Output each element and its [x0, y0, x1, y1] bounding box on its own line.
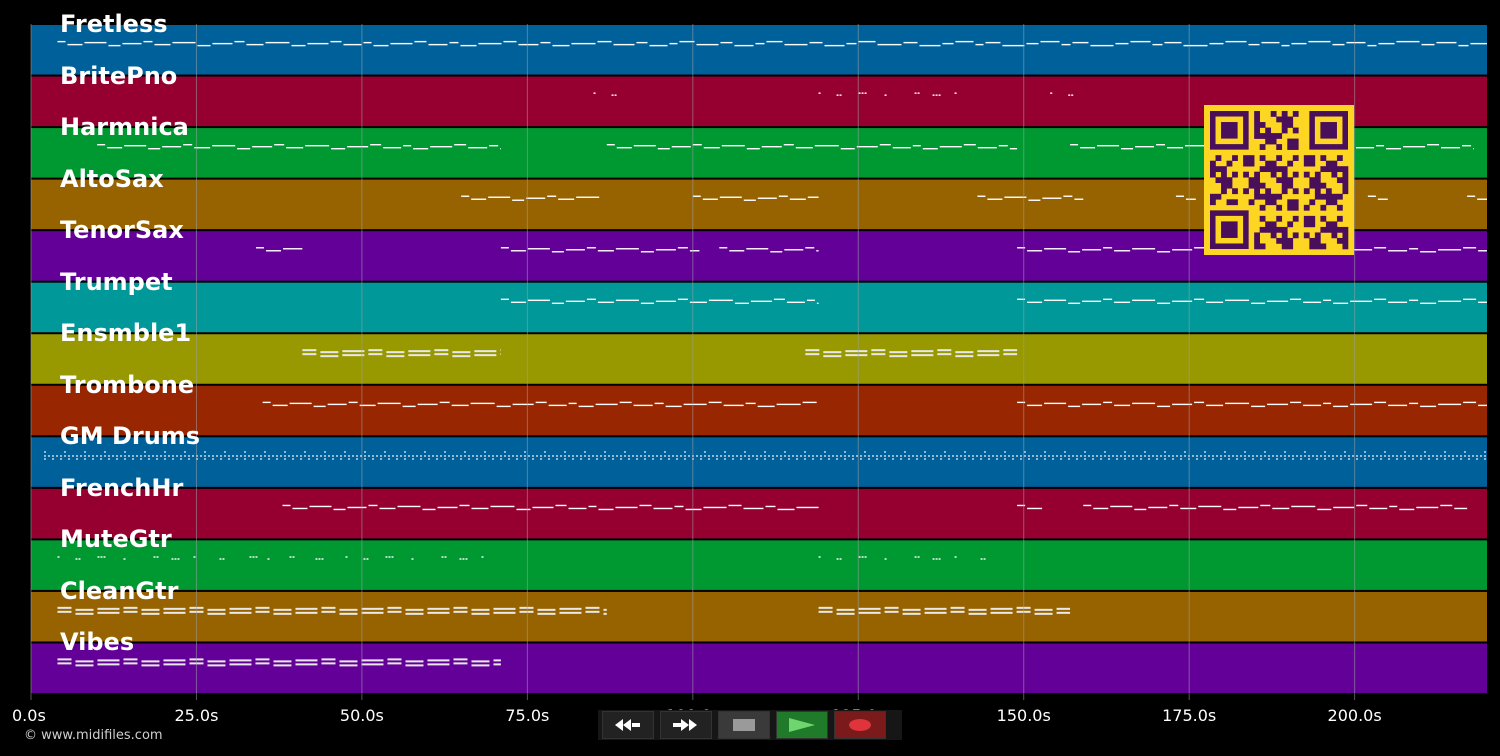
note-group-altosax-5 — [1367, 195, 1388, 200]
note-group-ensmble1-0 — [302, 349, 501, 358]
track-band-fretless[interactable] — [31, 25, 1487, 75]
track-band-frenchhr[interactable] — [31, 488, 1487, 539]
note-group-vibes-0 — [57, 658, 501, 667]
note-group-altosax-1 — [692, 195, 819, 201]
note-group-mutegtr-0 — [57, 556, 484, 560]
stop-button[interactable] — [718, 711, 770, 739]
play-button[interactable] — [776, 711, 828, 739]
note-group-trumpet-0 — [500, 298, 819, 305]
track-band-cleangtr[interactable] — [31, 591, 1487, 642]
rewind-icon — [615, 719, 640, 731]
note-group-gm-drums-0 — [44, 451, 1486, 460]
fast-forward-button[interactable] — [660, 711, 712, 739]
note-group-ensmble1-1 — [805, 349, 1018, 358]
note-group-frenchhr-1 — [1017, 504, 1043, 510]
stop-icon — [733, 719, 755, 731]
note-group-britepno-0 — [593, 92, 617, 96]
note-group-trombone-1 — [1017, 401, 1487, 408]
note-group-cleangtr-0 — [57, 606, 607, 615]
qr-code[interactable] — [1204, 105, 1354, 255]
track-band-trumpet[interactable] — [31, 282, 1487, 333]
note-group-trumpet-1 — [1017, 298, 1487, 305]
record-icon — [849, 719, 871, 731]
note-group-frenchhr-0 — [282, 504, 819, 511]
qr-code-image — [1204, 105, 1354, 255]
track-band-mutegtr[interactable] — [31, 540, 1487, 590]
track-band-vibes[interactable] — [31, 643, 1487, 693]
note-group-tenorsax-1 — [500, 247, 700, 253]
rewind-button[interactable] — [602, 711, 654, 739]
note-group-harmnica-1 — [606, 144, 1018, 150]
play-icon — [789, 718, 815, 732]
note-group-harmnica-0 — [97, 144, 501, 150]
note-group-tenorsax-0 — [256, 247, 303, 252]
note-group-altosax-3 — [1175, 195, 1196, 200]
track-band-ensmble1[interactable] — [31, 334, 1487, 384]
fast-forward-icon — [673, 719, 697, 731]
note-group-britepno-1 — [818, 92, 957, 96]
note-group-frenchhr-2 — [1083, 504, 1468, 511]
track-band-gm-drums[interactable] — [31, 437, 1487, 487]
note-group-altosax-2 — [977, 195, 1084, 201]
note-group-britepno-2 — [1050, 92, 1074, 96]
transport-controls — [598, 710, 902, 740]
note-group-altosax-0 — [461, 195, 600, 201]
note-group-altosax-6 — [1467, 195, 1487, 200]
note-group-trombone-0 — [262, 401, 817, 408]
note-group-fretless-0 — [57, 40, 1487, 47]
record-button[interactable] — [834, 711, 886, 739]
note-group-tenorsax-2 — [719, 247, 819, 253]
track-band-trombone[interactable] — [31, 385, 1487, 436]
note-group-mutegtr-1 — [818, 556, 986, 560]
note-group-cleangtr-1 — [818, 606, 1071, 615]
